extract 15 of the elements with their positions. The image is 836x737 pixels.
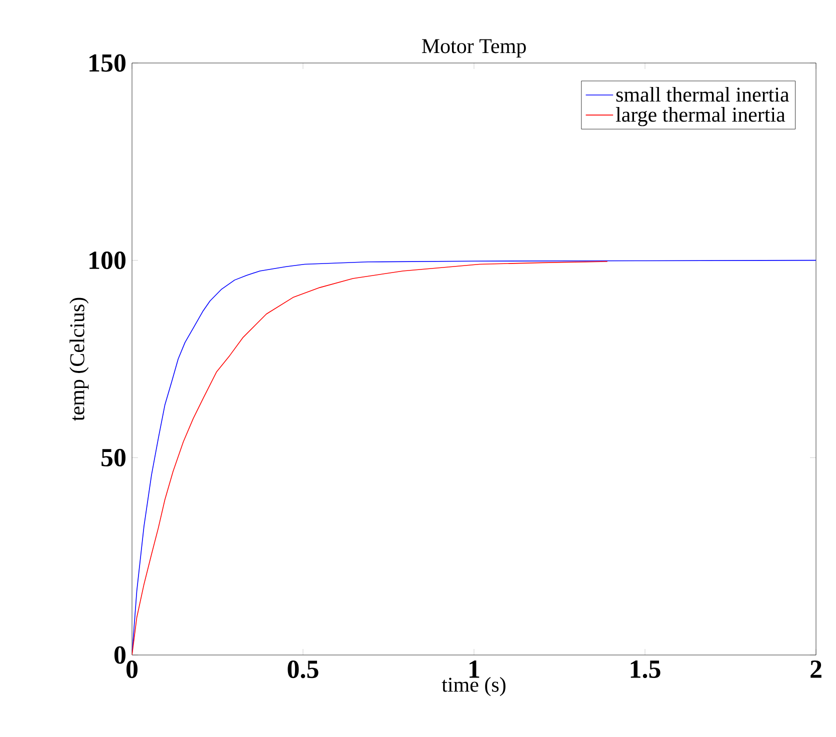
legend-label: large thermal inertia xyxy=(616,107,786,126)
x-tick-label: 0 xyxy=(126,660,138,678)
x-tick-label: 2 xyxy=(810,660,822,678)
y-tick-label: 150 xyxy=(90,54,126,72)
y-tick-label: 100 xyxy=(90,252,126,270)
y-axis-title: temp (Celcius) xyxy=(70,298,89,421)
y-tick-label: 0 xyxy=(114,646,126,664)
legend-label: small thermal inertia xyxy=(616,86,790,102)
x-tick-label: 1 xyxy=(470,660,480,678)
y-tick-label: 50 xyxy=(102,448,126,466)
x-axis-title: time (s) xyxy=(442,677,506,696)
x-tick-label: 1.5 xyxy=(630,660,660,678)
line-series xyxy=(132,261,608,655)
chart-title: Motor Temp xyxy=(422,39,526,58)
x-tick-label: 0.5 xyxy=(288,660,318,678)
